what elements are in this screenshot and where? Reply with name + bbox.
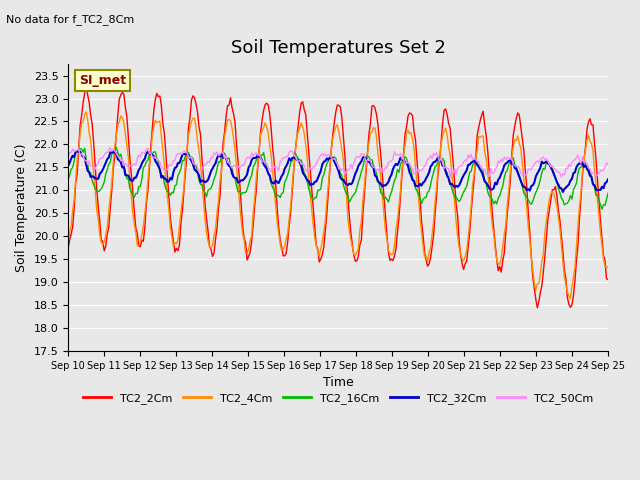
TC2_50Cm — [64, 155, 72, 161]
Title: Soil Temperatures Set 2: Soil Temperatures Set 2 — [230, 39, 445, 57]
TC2_50Cm — [254, 153, 262, 158]
TC2_2Cm — [64, 245, 72, 251]
TC2_2Cm — [254, 166, 262, 172]
TC2_32Cm — [254, 152, 262, 158]
TC2_16Cm — [227, 164, 234, 169]
TC2_32Cm — [227, 164, 234, 170]
TC2_50Cm — [577, 160, 585, 166]
TC2_4Cm — [64, 238, 72, 243]
X-axis label: Time: Time — [323, 376, 353, 389]
TC2_16Cm — [598, 206, 606, 212]
TC2_2Cm — [83, 84, 90, 89]
Text: No data for f_TC2_8Cm: No data for f_TC2_8Cm — [6, 14, 134, 25]
TC2_16Cm — [254, 155, 262, 160]
TC2_50Cm — [604, 161, 612, 167]
TC2_50Cm — [302, 167, 310, 173]
TC2_32Cm — [577, 161, 585, 167]
TC2_16Cm — [604, 191, 612, 196]
TC2_2Cm — [577, 196, 585, 202]
TC2_32Cm — [302, 174, 310, 180]
TC2_4Cm — [83, 109, 90, 115]
Line: TC2_16Cm: TC2_16Cm — [68, 147, 608, 209]
TC2_4Cm — [244, 247, 252, 252]
TC2_2Cm — [534, 305, 541, 311]
TC2_2Cm — [302, 112, 310, 118]
TC2_32Cm — [604, 177, 612, 182]
TC2_4Cm — [132, 229, 140, 235]
Y-axis label: Soil Temperature (C): Soil Temperature (C) — [15, 143, 28, 272]
Line: TC2_50Cm: TC2_50Cm — [68, 147, 608, 178]
TC2_4Cm — [254, 162, 262, 168]
TC2_32Cm — [64, 163, 72, 168]
TC2_2Cm — [227, 95, 234, 101]
TC2_32Cm — [74, 148, 81, 154]
TC2_50Cm — [227, 163, 234, 168]
TC2_4Cm — [604, 264, 612, 269]
Line: TC2_4Cm: TC2_4Cm — [68, 112, 608, 299]
TC2_32Cm — [559, 189, 567, 195]
TC2_50Cm — [132, 162, 140, 168]
Line: TC2_32Cm: TC2_32Cm — [68, 151, 608, 192]
TC2_4Cm — [227, 118, 234, 124]
TC2_16Cm — [575, 165, 583, 171]
Line: TC2_2Cm: TC2_2Cm — [68, 86, 608, 308]
Legend: TC2_2Cm, TC2_4Cm, TC2_16Cm, TC2_32Cm, TC2_50Cm: TC2_2Cm, TC2_4Cm, TC2_16Cm, TC2_32Cm, TC… — [79, 389, 598, 408]
TC2_4Cm — [566, 296, 574, 301]
TC2_16Cm — [244, 181, 252, 187]
TC2_2Cm — [604, 276, 612, 282]
TC2_2Cm — [132, 225, 140, 231]
TC2_16Cm — [64, 176, 72, 182]
TC2_50Cm — [244, 154, 252, 160]
TC2_2Cm — [244, 253, 252, 259]
TC2_16Cm — [302, 173, 310, 179]
Text: SI_met: SI_met — [79, 74, 126, 87]
TC2_4Cm — [577, 190, 585, 196]
TC2_16Cm — [132, 191, 140, 196]
TC2_50Cm — [106, 144, 114, 150]
TC2_4Cm — [302, 142, 310, 148]
TC2_50Cm — [446, 175, 454, 181]
TC2_32Cm — [132, 175, 140, 180]
TC2_32Cm — [244, 165, 252, 170]
TC2_16Cm — [113, 144, 120, 150]
